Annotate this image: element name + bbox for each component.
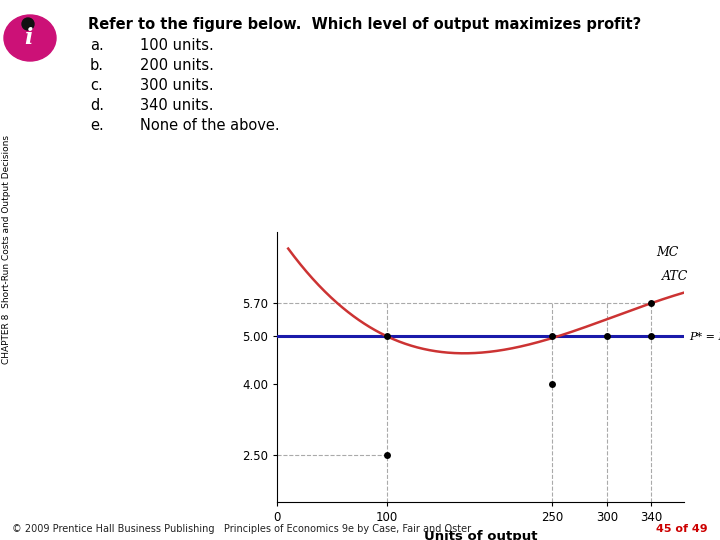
Text: CHAPTER 8  Short-Run Costs and Output Decisions: CHAPTER 8 Short-Run Costs and Output Dec… — [2, 136, 12, 364]
Text: 200 units.: 200 units. — [140, 58, 214, 73]
Text: None of the above.: None of the above. — [140, 118, 279, 133]
Text: 340 units.: 340 units. — [140, 98, 214, 113]
Text: 45 of 49: 45 of 49 — [657, 524, 708, 534]
Text: a.: a. — [90, 38, 104, 53]
Text: i: i — [24, 27, 32, 49]
Text: ATC: ATC — [662, 269, 688, 282]
Text: 300 units.: 300 units. — [140, 78, 214, 93]
Text: d.: d. — [90, 98, 104, 113]
X-axis label: Units of output: Units of output — [424, 530, 537, 540]
Text: e.: e. — [90, 118, 104, 133]
Circle shape — [22, 18, 34, 30]
Text: 100 units.: 100 units. — [140, 38, 214, 53]
Text: MC: MC — [657, 246, 679, 259]
Text: c.: c. — [90, 78, 103, 93]
Text: © 2009 Prentice Hall Business Publishing   Principles of Economics 9e by Case, F: © 2009 Prentice Hall Business Publishing… — [12, 524, 471, 534]
Text: P* = MR = $5: P* = MR = $5 — [690, 332, 720, 341]
Text: b.: b. — [90, 58, 104, 73]
Ellipse shape — [4, 15, 56, 61]
Text: Refer to the figure below.  Which level of output maximizes profit?: Refer to the figure below. Which level o… — [88, 17, 642, 31]
